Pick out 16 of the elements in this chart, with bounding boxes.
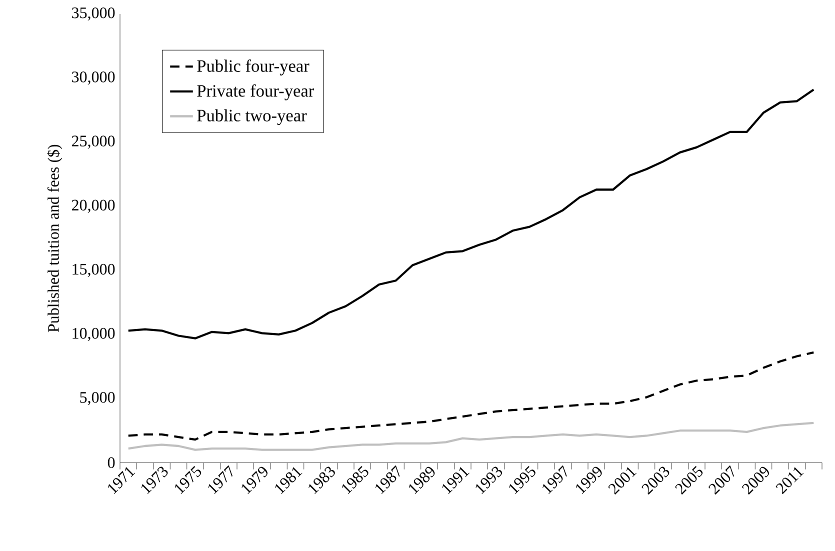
legend-label: Private four-year	[197, 84, 314, 100]
y-tick-label: 15,000	[72, 264, 115, 277]
y-axis-title: Published tuition and fees ($)	[47, 144, 62, 332]
y-tick-label: 25,000	[72, 136, 115, 149]
y-tick-label: 5,000	[80, 392, 115, 406]
legend-label: Public two-year	[197, 109, 307, 126]
x-tick-label: 1981	[275, 467, 302, 494]
y-tick-label: 30,000	[72, 72, 115, 85]
x-tick-label: 1991	[442, 467, 470, 494]
y-tick-label: 35,000	[72, 7, 115, 21]
y-tick-label: 10,000	[72, 328, 115, 342]
legend-label: Public four-year	[197, 59, 310, 76]
x-tick-label: 2011	[776, 467, 804, 494]
y-tick-label: 0	[108, 457, 115, 468]
y-tick-label: 20,000	[72, 200, 115, 213]
x-tick-label: 1971	[108, 467, 136, 494]
